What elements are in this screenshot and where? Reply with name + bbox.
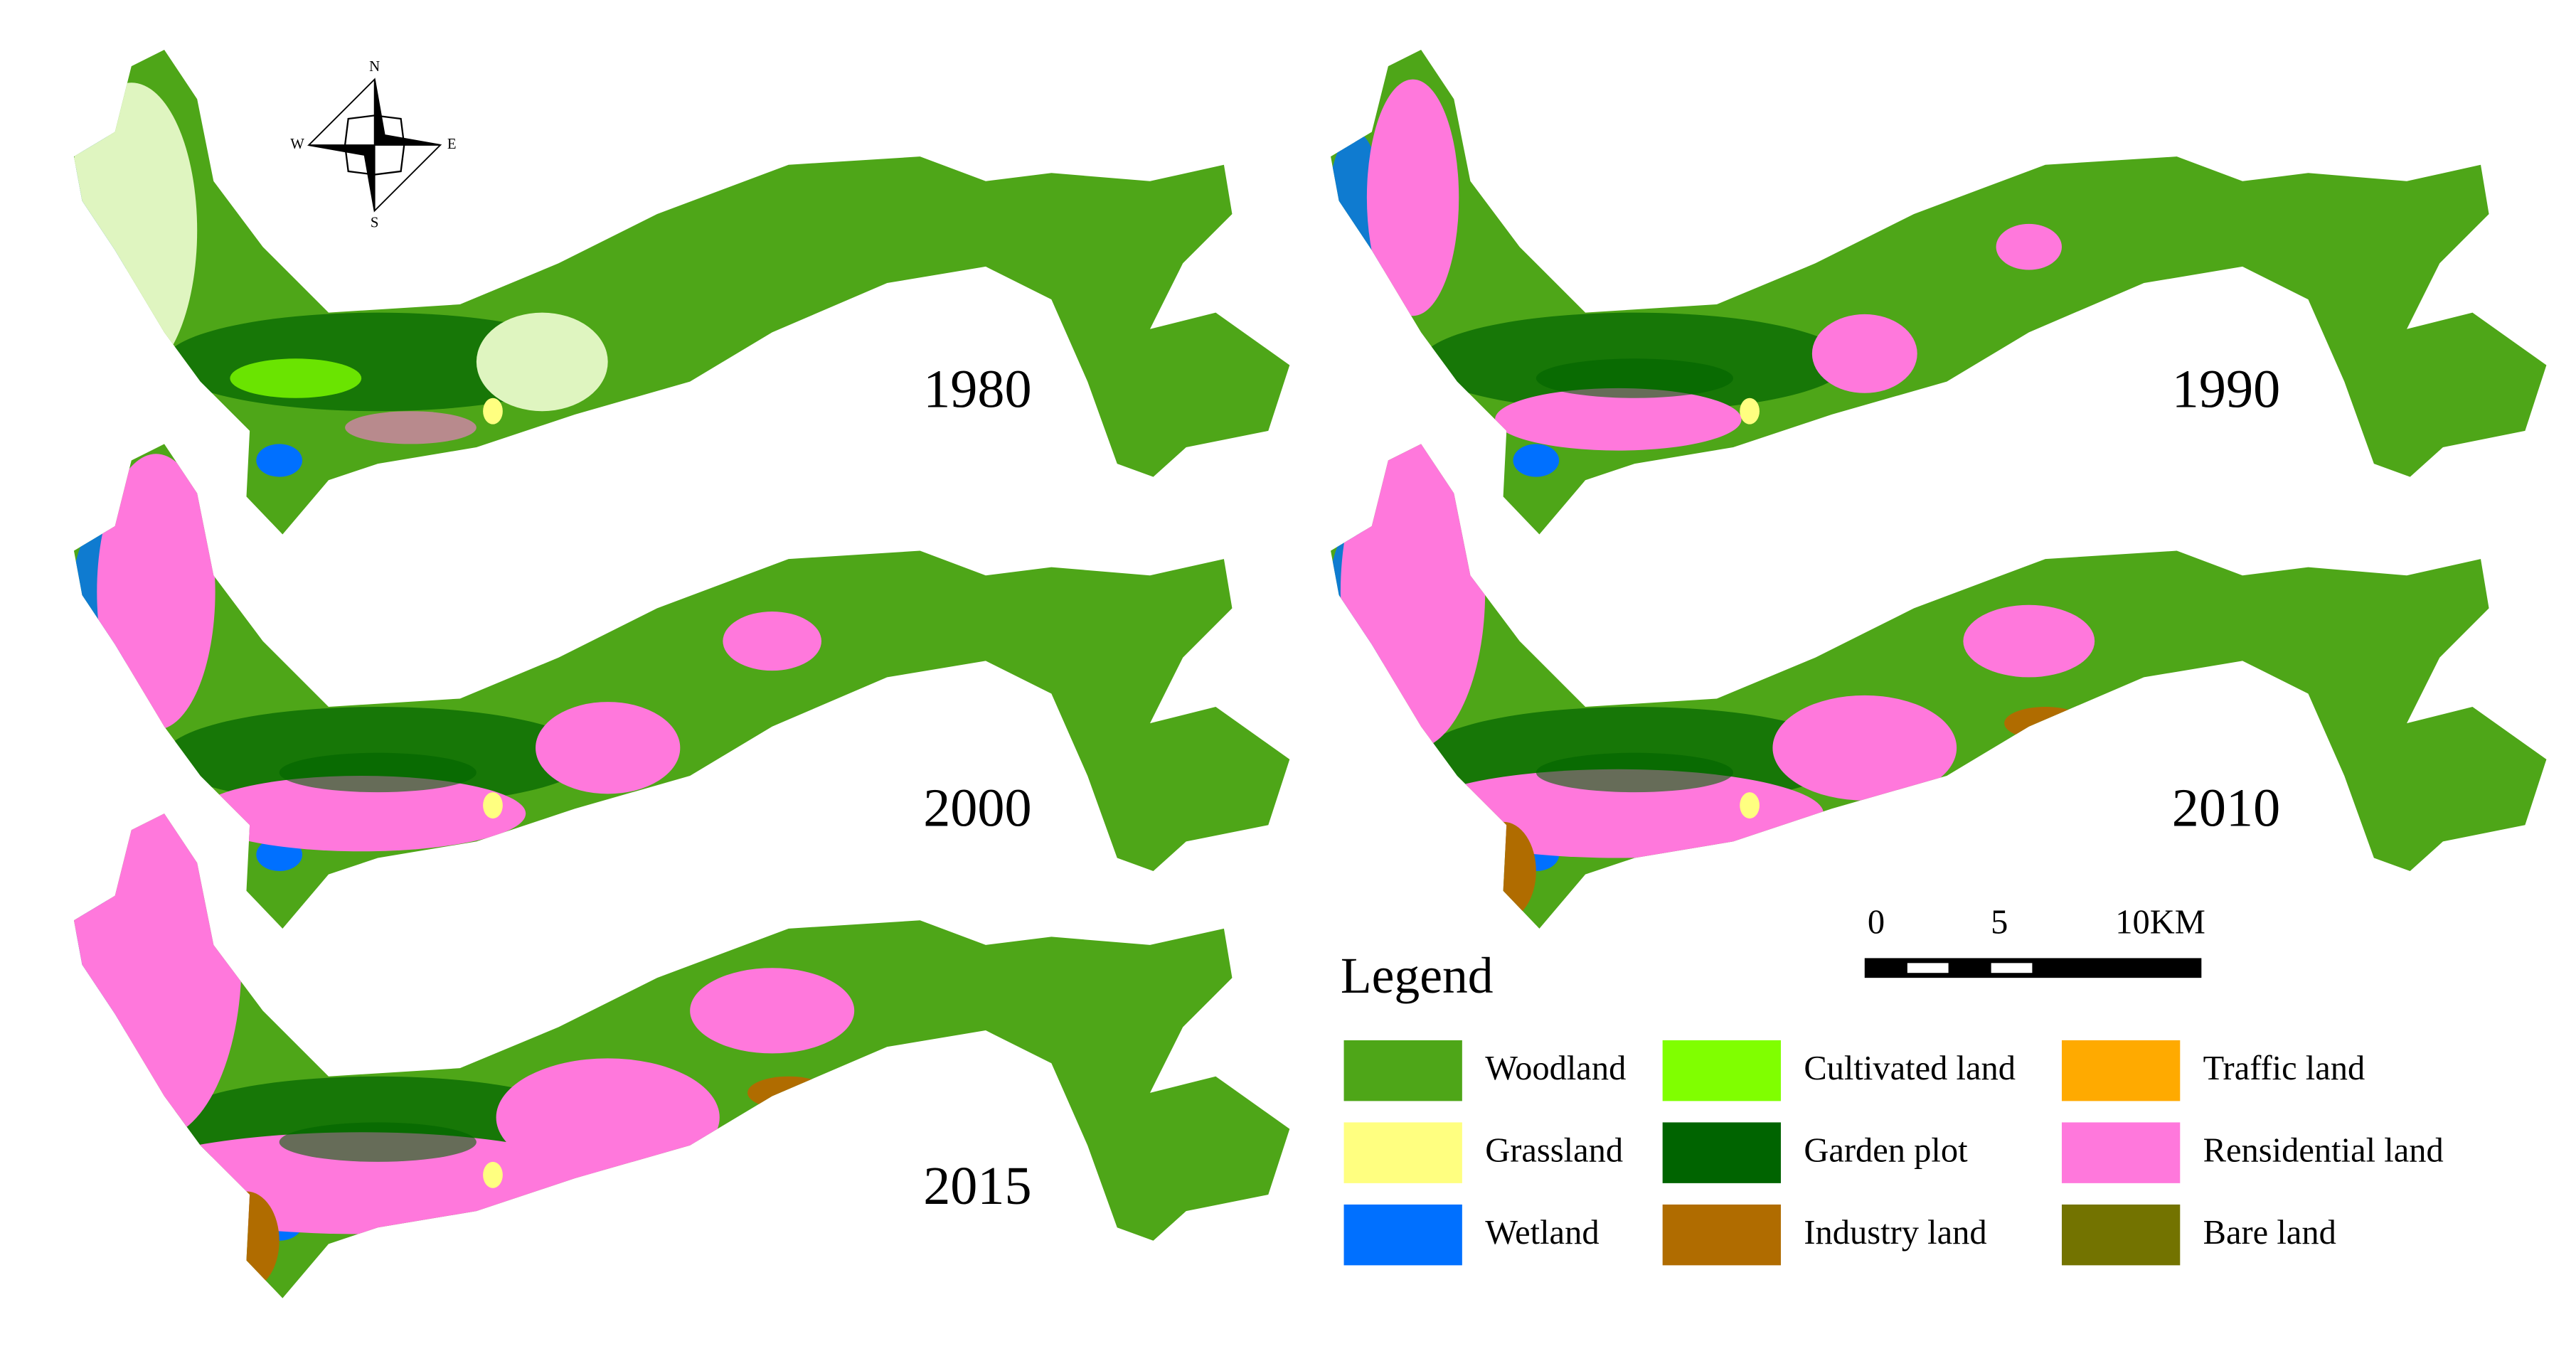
- legend-label: Rensidential land: [2203, 1131, 2444, 1169]
- patch: [2004, 706, 2087, 740]
- patch: [1740, 792, 1760, 819]
- patch: [496, 1058, 720, 1177]
- compass: N S W E: [290, 58, 456, 230]
- legend-swatch: [1343, 1122, 1462, 1183]
- patch: [1963, 604, 2095, 678]
- legend-label: Wetland: [1485, 1214, 1599, 1252]
- legend-swatch: [2061, 1204, 2181, 1266]
- patch: [723, 612, 821, 671]
- legend-swatch: [1662, 1040, 1781, 1101]
- legend-swatch: [1343, 1204, 1462, 1266]
- patch: [1811, 314, 1917, 393]
- patch: [1513, 444, 1560, 477]
- legend-label: Industry land: [1804, 1214, 1986, 1252]
- compass-n: N: [369, 58, 380, 75]
- legend-title: Legend: [1341, 948, 1494, 1004]
- patch: [73, 82, 198, 379]
- scale-bar-segment: [1907, 963, 1949, 973]
- patch: [476, 312, 608, 412]
- legend: Woodland Grassland Wetland Cultivated land G…: [1343, 1040, 2444, 1266]
- patch: [1495, 388, 1742, 451]
- land-use-map: [1331, 50, 2547, 535]
- patch: [1996, 223, 2062, 270]
- legend-swatch: [1662, 1204, 1781, 1266]
- legend-label: Traffic land: [2203, 1050, 2365, 1087]
- maps: 1980 1990 2000 2010 2015: [73, 50, 2547, 1298]
- scale-label: 0: [1868, 903, 1885, 941]
- patch: [1536, 358, 1733, 398]
- patch: [1470, 821, 1536, 921]
- legend-swatch: [2061, 1122, 2181, 1183]
- patch: [345, 411, 477, 444]
- year-label: 2015: [923, 1156, 1031, 1216]
- patch: [279, 1122, 477, 1162]
- land-use-map: [73, 444, 1290, 929]
- map-base: [1331, 50, 2547, 535]
- patch: [747, 1076, 830, 1109]
- year-label: 1980: [923, 360, 1031, 420]
- compass-s: S: [371, 215, 379, 231]
- patch: [483, 792, 503, 819]
- compass-w: W: [290, 136, 304, 152]
- legend-label: Garden plot: [1804, 1131, 1968, 1169]
- compass-e: E: [447, 136, 457, 152]
- scale-bar-segment: [1991, 963, 2033, 973]
- patch: [73, 813, 242, 1139]
- legend-label: Woodland: [1485, 1050, 1626, 1087]
- patch: [483, 1161, 503, 1188]
- patch: [1366, 79, 1459, 316]
- year-label: 1990: [2172, 360, 2280, 420]
- legend-label: Grassland: [1485, 1131, 1623, 1169]
- patch: [256, 444, 303, 477]
- patch: [279, 752, 477, 793]
- year-label: 2000: [923, 779, 1031, 838]
- patch: [230, 358, 362, 398]
- year-label: 2010: [2172, 779, 2280, 838]
- legend-label: Bare land: [2203, 1214, 2336, 1252]
- land-use-map: [1331, 444, 2547, 929]
- patch: [690, 968, 855, 1054]
- patch: [483, 397, 503, 425]
- legend-label: Cultivated land: [1804, 1050, 2016, 1087]
- compass-star-light: [307, 78, 442, 213]
- map-patches: [73, 813, 855, 1291]
- legend-swatch: [1343, 1040, 1462, 1101]
- patch: [97, 454, 215, 730]
- land-use-map: [73, 50, 1290, 535]
- compass-ring: [344, 114, 405, 176]
- scale-bar: 0 5 10KM: [1864, 903, 2205, 978]
- patch: [213, 1191, 280, 1291]
- map-base: [73, 444, 1290, 929]
- legend-swatch: [1662, 1122, 1781, 1183]
- patch: [1740, 397, 1760, 425]
- legend-swatch: [2061, 1040, 2181, 1101]
- patch: [1772, 695, 1957, 801]
- map-base: [73, 50, 1290, 535]
- scale-label: 10KM: [2115, 903, 2205, 941]
- patch: [1340, 444, 1486, 750]
- patch: [1536, 752, 1733, 793]
- patch: [536, 702, 681, 794]
- scale-label: 5: [1991, 903, 2008, 941]
- patch: [197, 776, 526, 852]
